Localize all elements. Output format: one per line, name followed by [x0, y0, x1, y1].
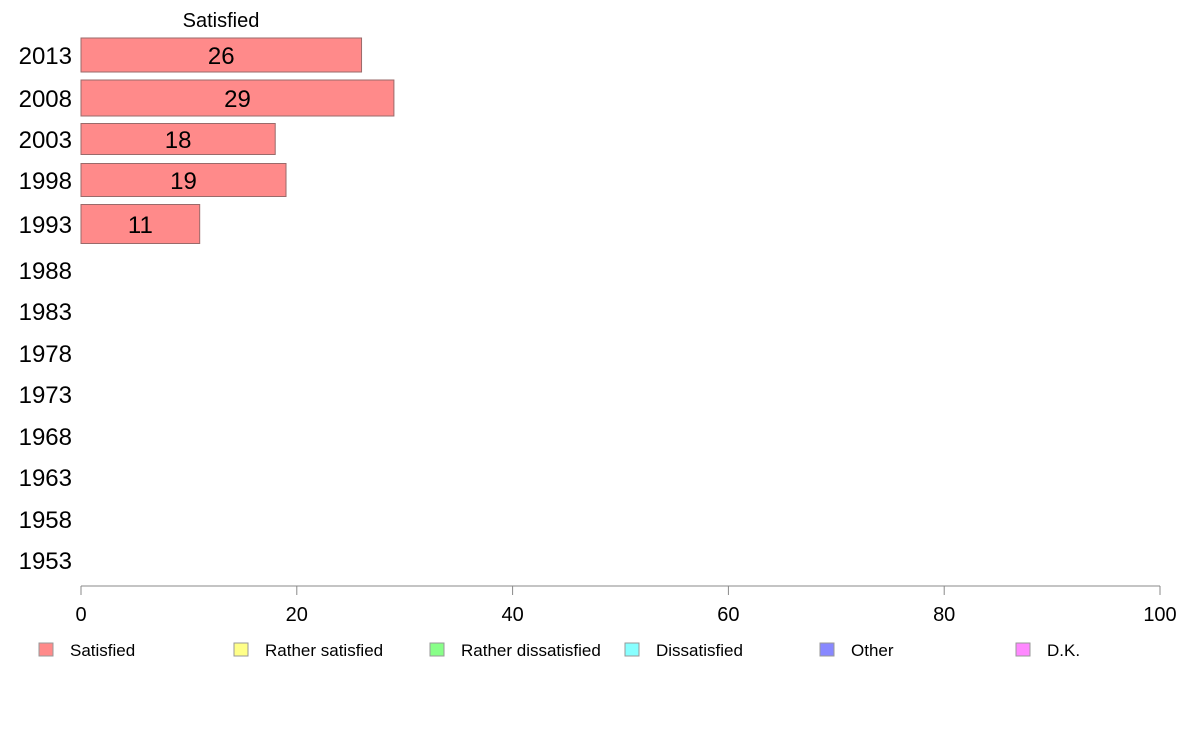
- category-label: 2013: [19, 43, 72, 70]
- bar: [80, 123, 276, 155]
- bar-value-label: 29: [224, 86, 251, 113]
- x-tick-label: 60: [717, 604, 739, 626]
- legend: Satisfied Rather satisfied Rather dissatis…: [38, 641, 1080, 660]
- bar-value-label: 26: [208, 43, 235, 70]
- legend-label: Rather dissatisfied: [461, 641, 601, 660]
- legend-swatch: [819, 642, 835, 657]
- category-label: 1983: [19, 299, 72, 326]
- category-labels: 2013 2008 2003 1998 1993 1988 1983 1978 1973 1968…: [19, 43, 72, 575]
- category-label: 2008: [19, 86, 72, 113]
- category-label: 1993: [19, 212, 72, 239]
- bars-group: 26 29 18 19 11: [80, 37, 395, 244]
- x-tick-label: 100: [1143, 604, 1176, 626]
- bar-value-label: 18: [165, 127, 192, 154]
- category-label: 2003: [19, 127, 72, 154]
- x-tick-label: 80: [933, 604, 955, 626]
- legend-swatch: [38, 642, 54, 657]
- category-label: 1968: [19, 424, 72, 451]
- legend-label: Satisfied: [70, 641, 135, 660]
- legend-label: Dissatisfied: [656, 641, 743, 660]
- category-label: 1958: [19, 507, 72, 534]
- bar-value-label: 19: [170, 168, 197, 195]
- bar: [80, 204, 201, 244]
- category-label: 1978: [19, 341, 72, 368]
- legend-label: Rather satisfied: [265, 641, 383, 660]
- bar: [80, 79, 395, 117]
- legend-label: D.K.: [1047, 641, 1080, 660]
- bar: [80, 37, 363, 73]
- legend-swatch: [233, 642, 249, 657]
- series-title: Satisfied: [183, 10, 260, 32]
- legend-label: Other: [851, 641, 894, 660]
- bar-value-label: 11: [128, 212, 153, 239]
- x-axis: 0 20 40 60 80 100: [75, 585, 1177, 626]
- category-label: 1998: [19, 168, 72, 195]
- legend-swatch: [1015, 642, 1031, 657]
- legend-swatch: [429, 642, 445, 657]
- category-label: 1953: [19, 548, 72, 575]
- x-tick-label: 20: [286, 604, 308, 626]
- category-label: 1973: [19, 382, 72, 409]
- category-label: 1988: [19, 258, 72, 285]
- legend-swatch: [624, 642, 640, 657]
- x-tick-label: 40: [501, 604, 523, 626]
- category-label: 1963: [19, 465, 72, 492]
- bar: [80, 163, 287, 197]
- x-tick-label: 0: [75, 604, 86, 626]
